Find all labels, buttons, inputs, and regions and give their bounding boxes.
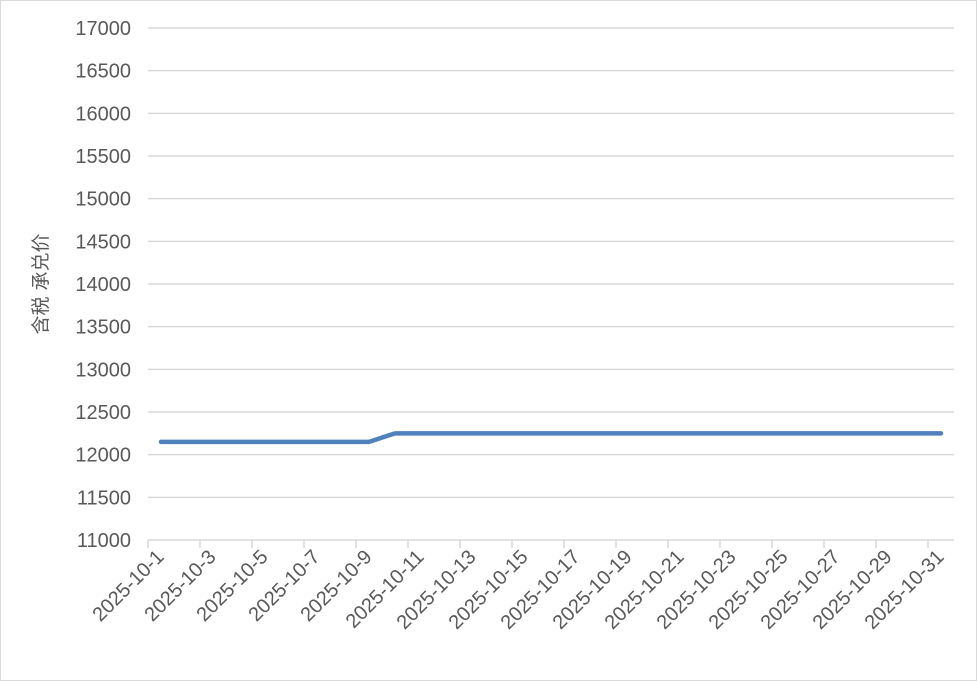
y-axis-tick-labels: 11000 11500 12000 12500 13000 13500 14000 14500…	[75, 18, 131, 552]
series-line	[158, 431, 944, 445]
y-tick-label: 11500	[77, 487, 131, 509]
y-tick-label: 12500	[75, 402, 131, 424]
series-lines	[158, 431, 944, 445]
y-tick-label: 14500	[75, 231, 131, 253]
y-tick-label: 16500	[75, 61, 131, 83]
x-axis: 2025-10-12025-10-32025-10-52025-10-72025…	[88, 539, 954, 634]
y-tick-label: 11000	[77, 530, 131, 552]
gridlines	[148, 27, 954, 499]
y-tick-label: 15000	[75, 189, 131, 211]
y-tick-label: 17000	[75, 18, 131, 40]
y-tick-label: 15500	[75, 146, 131, 168]
y-tick-label: 13500	[75, 317, 131, 339]
y-axis-label: 含税 承兑价	[30, 233, 52, 334]
y-tick-label: 12000	[75, 445, 131, 467]
y-tick-label: 16000	[75, 103, 131, 125]
y-tick-label: 13000	[75, 359, 131, 381]
y-tick-label: 14000	[75, 274, 131, 296]
